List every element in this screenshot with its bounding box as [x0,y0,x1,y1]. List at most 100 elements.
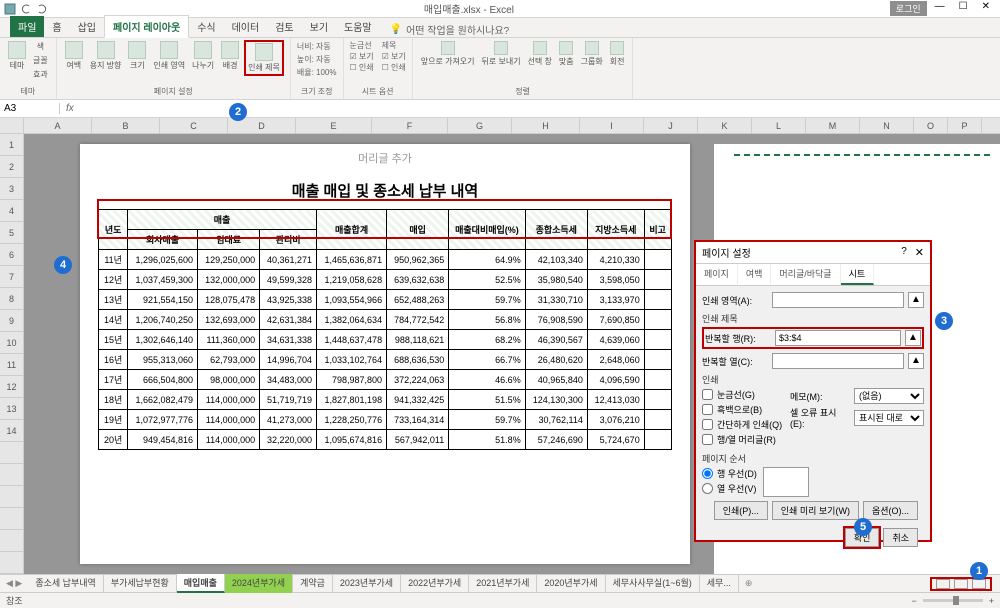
ribbon-tab-8[interactable]: 도움말 [336,16,380,37]
arrange-btn-4[interactable]: 그룹화 [579,40,605,68]
col-header-F[interactable]: F [372,118,448,133]
effects-button[interactable]: 효과 [31,68,50,81]
ribbon-tab-3[interactable]: 페이지 레이아웃 [104,15,189,38]
rowcol-head-checkbox[interactable]: 행/열 머리글(R) [702,433,784,446]
select-all-corner[interactable] [0,118,24,133]
page-setup-btn-5[interactable]: 배경 [219,40,241,72]
ribbon-tab-4[interactable]: 수식 [189,16,223,37]
row-header-1[interactable]: 1 [0,134,23,156]
col-header-H[interactable]: H [512,118,580,133]
col-header-L[interactable]: L [752,118,806,133]
close-icon[interactable]: ✕ [976,1,996,16]
dialog-tab-1[interactable]: 여백 [738,264,772,285]
row-header-8[interactable]: 8 [0,288,23,310]
sheet-nav[interactable]: ◀ ▶ [0,578,28,589]
col-header-J[interactable]: J [644,118,698,133]
sheet-tab-0[interactable]: 종소세 납부내역 [28,574,103,593]
col-header-G[interactable]: G [448,118,512,133]
bw-checkbox[interactable]: 흑백으로(B) [702,403,784,416]
row-header-19[interactable] [0,530,23,552]
page-setup-btn-6[interactable]: 인쇄 제목 [244,40,284,76]
ribbon-tab-6[interactable]: 검토 [267,16,301,37]
range-picker-icon[interactable]: ▲ [908,292,924,308]
row-header-11[interactable]: 11 [0,354,23,376]
row-header-15[interactable] [0,442,23,464]
name-box[interactable]: A3 [0,103,60,114]
col-header-C[interactable]: C [160,118,228,133]
sheet-tab-9[interactable]: 세무사사무실(1~6월) [606,574,700,593]
sheet-tab-4[interactable]: 계약금 [293,574,333,593]
col-header-M[interactable]: M [806,118,860,133]
row-header-9[interactable]: 9 [0,310,23,332]
sheet-tab-6[interactable]: 2022년부가세 [401,574,469,593]
row-header-10[interactable]: 10 [0,332,23,354]
col-header-O[interactable]: O [914,118,948,133]
tell-me[interactable]: 💡 어떤 작업을 원하시나요? [390,22,510,37]
sheet-tab-5[interactable]: 2023년부가세 [333,574,401,593]
undo-icon[interactable] [20,3,32,15]
dialog-print-button[interactable]: 인쇄(P)... [714,501,768,520]
page-setup-btn-4[interactable]: 나누기 [190,40,216,72]
col-header-P[interactable]: P [948,118,982,133]
ribbon-tab-2[interactable]: 삽입 [70,16,104,37]
dialog-tab-2[interactable]: 머리글/바닥글 [771,264,840,285]
maximize-icon[interactable]: ☐ [953,1,974,16]
redo-icon[interactable] [36,3,48,15]
arrange-btn-3[interactable]: 맞춤 [557,40,576,68]
dialog-tab-0[interactable]: 페이지 [696,264,738,285]
arrange-btn-0[interactable]: 앞으로 가져오기 [419,40,477,68]
row-header-3[interactable]: 3 [0,178,23,200]
print-area-input[interactable] [772,292,904,308]
order-down-radio[interactable]: 행 우선(D) [702,467,757,480]
gridlines-checkbox[interactable]: 눈금선(G) [702,388,784,401]
row-header-14[interactable]: 14 [0,420,23,442]
arrange-btn-2[interactable]: 선택 창 [526,40,554,68]
row-header-16[interactable] [0,464,23,486]
col-header-E[interactable]: E [296,118,372,133]
draft-checkbox[interactable]: 간단하게 인쇄(Q) [702,418,784,431]
row-header-12[interactable]: 12 [0,376,23,398]
row-header-7[interactable]: 7 [0,266,23,288]
range-picker-icon[interactable]: ▲ [908,353,924,369]
page-setup-btn-3[interactable]: 인쇄 영역 [151,40,187,72]
sheet-tab-10[interactable]: 세무... [700,574,739,593]
page-break-view-icon[interactable] [972,579,986,589]
page-setup-btn-1[interactable]: 용지 방향 [88,40,124,72]
sheet-tab-1[interactable]: 부가세납부현황 [104,574,177,593]
sheet-tab-2[interactable]: 매입매출 [177,574,225,593]
sheet-tab-7[interactable]: 2021년부가세 [469,574,537,593]
page-setup-btn-0[interactable]: 여백 [63,40,85,72]
dialog-help-icon[interactable]: ? [901,246,907,259]
zoom-out-icon[interactable]: − [911,593,916,609]
save-icon[interactable] [4,3,16,15]
row-header-2[interactable]: 2 [0,156,23,178]
arrange-btn-1[interactable]: 뒤로 보내기 [480,40,523,68]
col-header-K[interactable]: K [698,118,752,133]
page-setup-btn-2[interactable]: 크기 [126,40,148,72]
dialog-tab-3[interactable]: 시트 [841,264,875,285]
row-header-17[interactable] [0,486,23,508]
row-header-6[interactable]: 6 [0,244,23,266]
col-header-I[interactable]: I [580,118,644,133]
row-header-13[interactable]: 13 [0,398,23,420]
error-select[interactable]: 표시된 대로 [854,410,924,426]
new-sheet-icon[interactable]: ⊕ [739,578,759,589]
dialog-preview-button[interactable]: 인쇄 미리 보기(W) [772,501,859,520]
sheet-tab-8[interactable]: 2020년부가세 [537,574,605,593]
login-button[interactable]: 로그인 [890,1,927,16]
row-header-18[interactable] [0,508,23,530]
row-header-5[interactable]: 5 [0,222,23,244]
memo-select[interactable]: (없음) [854,388,924,404]
row-header-4[interactable]: 4 [0,200,23,222]
dialog-cancel-button[interactable]: 취소 [883,528,918,547]
ribbon-tab-7[interactable]: 보기 [302,16,336,37]
repeat-cols-input[interactable] [772,353,904,369]
zoom-in-icon[interactable]: + [989,593,994,609]
repeat-rows-input[interactable] [775,330,901,346]
ribbon-tab-5[interactable]: 데이터 [224,16,268,37]
zoom-slider[interactable] [923,599,983,602]
ribbon-tab-0[interactable]: 파일 [10,16,44,37]
page-layout-view-icon[interactable] [954,579,968,589]
fx-icon[interactable]: fx [60,103,80,114]
colors-button[interactable]: 색 [31,40,50,53]
